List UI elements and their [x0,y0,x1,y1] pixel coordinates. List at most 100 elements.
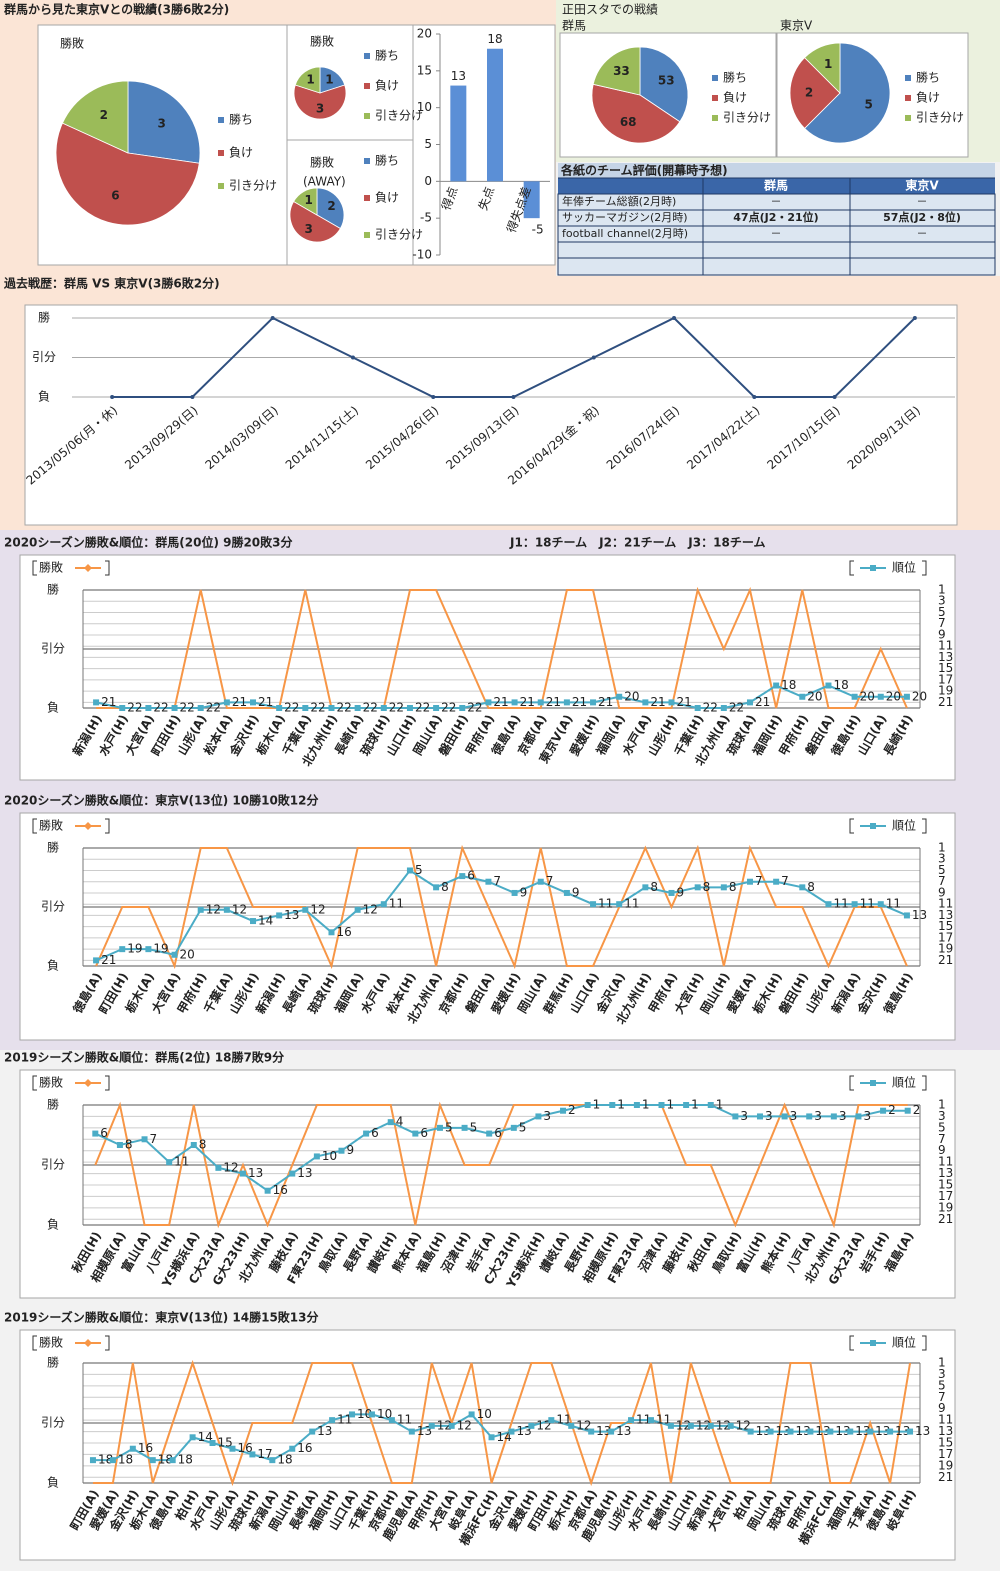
chart-box [19,554,956,781]
marker [548,1417,555,1424]
data-label: 3 [790,1109,798,1123]
y-tick-label: 負 [38,390,50,404]
data-label: 15 [218,1436,233,1450]
data-label: 11 [337,1413,352,1427]
marker [459,705,466,711]
marker [707,1102,714,1108]
marker [588,1428,595,1435]
marker [912,316,917,320]
pie-slice [591,83,681,144]
pie-slice [61,80,129,154]
y2-tick-label: 11 [938,1155,953,1169]
data-label: -5 [532,223,544,237]
data-label: 22 [415,701,430,715]
legend-swatch [905,75,911,81]
marker [209,1440,216,1446]
data-label: 13 [835,1424,850,1438]
data-label: 8 [650,880,658,894]
data-label: 21 [258,695,273,709]
marker [388,1417,395,1424]
legend-swatch [905,115,911,121]
marker [799,884,806,891]
data-label: 18 [781,678,796,692]
legend-label: 負け [723,91,747,105]
marker [880,1107,887,1114]
series-line [95,869,908,962]
marker [329,1417,336,1424]
legend-label: 勝敗 [39,818,63,833]
marker [746,878,753,885]
marker [250,918,257,925]
marker [406,867,413,874]
table-header: 東京V [905,178,939,193]
data-label: 21 [650,695,665,709]
y-tick-label: 引分 [41,1416,65,1430]
data-label: 12 [696,1418,711,1432]
data-label: 1 [304,193,312,207]
marker [189,1434,196,1441]
data-label: 5 [445,1120,453,1134]
chart-title: 群馬 [562,19,586,33]
data-label: 22 [389,701,404,715]
marker [694,884,701,891]
y-tick-label: 引分 [41,1158,65,1172]
marker [608,1428,615,1435]
marker [93,699,100,706]
data-label: 11 [598,897,613,911]
y2-tick-label: 17 [938,672,953,686]
pie-slice [804,42,841,94]
marker [511,395,516,399]
y-tick-label: 引分 [41,642,65,656]
marker [687,1422,694,1429]
marker [510,1124,517,1131]
data-label: 21 [520,695,535,709]
data-label: 12 [576,1418,591,1432]
legend-label: 勝ち [375,48,399,63]
y-tick-label: 20 [417,27,432,41]
marker [302,705,309,711]
legend-bracket [32,1075,37,1091]
table-title-bg [558,163,995,178]
chart-title: 東京V [780,19,813,33]
data-label: 13 [875,1424,890,1438]
chart-box [24,304,958,526]
data-label: 3 [814,1109,822,1123]
data-label: 2 [888,1103,896,1117]
data-label: 13 [795,1424,810,1438]
data-label: 5 [415,863,423,877]
data-label: 20 [180,947,195,961]
data-label: 21 [493,695,508,709]
data-label: 5 [519,1120,527,1134]
marker [787,1428,794,1435]
data-label: 22 [284,701,299,715]
marker [907,1428,914,1435]
marker [877,693,884,700]
y2-tick-label: 21 [938,953,953,967]
marker [756,1113,763,1120]
y-tick-label: -5 [420,211,432,225]
data-label: 18 [833,678,848,692]
legend-bracket [922,1335,927,1351]
data-label: 13 [317,1424,332,1438]
y-tick-label: 勝 [38,310,50,325]
marker [830,1113,837,1120]
data-label: 22 [729,701,744,715]
chart-title: 勝敗 [60,36,84,51]
marker [387,1119,394,1126]
marker [289,1445,296,1452]
data-label: 8 [199,1138,207,1152]
data-label: 22 [467,701,482,715]
marker [190,1142,197,1148]
data-label: 5 [864,97,872,111]
marker [668,889,675,896]
legend-label: 順位 [892,1075,916,1090]
y2-tick-label: 7 [938,616,946,630]
legend-label: 順位 [892,560,916,575]
marker [149,1457,156,1464]
marker [707,1422,714,1429]
y2-tick-label: 13 [938,908,953,922]
data-label: 3 [863,1109,871,1123]
legend-bracket [105,560,110,576]
legend-label: 順位 [892,1335,916,1350]
marker [511,889,518,896]
